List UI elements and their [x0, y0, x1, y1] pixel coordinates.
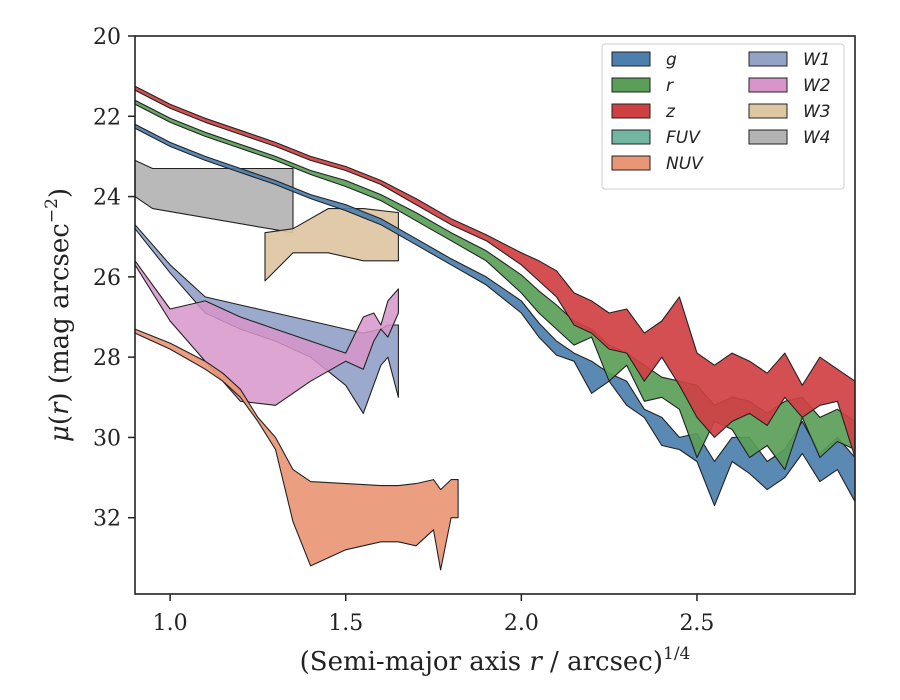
ticks-layer: 1.0 1.5 2.0 2.5 20 22 24 26 28 30 32	[93, 25, 714, 636]
y-tick-label: 24	[93, 186, 121, 211]
x-tick-label: 2.0	[504, 611, 539, 636]
legend-label-w3: W3	[803, 102, 831, 122]
x-axis-label: (Semi-major axis r / arcsec)1/4	[300, 644, 691, 677]
legend-swatch-r	[611, 77, 651, 93]
x-tick-label: 1.5	[328, 611, 363, 636]
legend-label-w2: W2	[803, 76, 831, 96]
band-w3	[264, 208, 399, 282]
legend-swatch-z	[611, 103, 651, 119]
legend-label-r: r	[666, 76, 674, 96]
legend-swatch-w3	[748, 103, 788, 119]
x-tick-label: 2.5	[679, 611, 714, 636]
band-nuv	[134, 328, 459, 571]
band-w2	[134, 260, 399, 406]
legend: grz FUV NUV W1 W2 W3 W4	[601, 43, 845, 190]
legend-swatch-g	[611, 51, 651, 67]
legend-swatch-w1	[748, 51, 788, 67]
legend-swatch-fuv	[611, 129, 651, 145]
y-tick-label: 30	[93, 426, 121, 451]
plot-frame	[134, 35, 856, 595]
y-tick-label: 22	[93, 105, 121, 130]
legend-label-w1: W1	[803, 50, 831, 70]
y-tick-label: 20	[93, 25, 121, 50]
legend-label-w4: W4	[803, 128, 831, 148]
x-tick-label: 1.0	[153, 611, 188, 636]
legend-label-fuv: FUV	[666, 128, 701, 148]
legend-swatch-w2	[748, 77, 788, 93]
legend-label-z: z	[665, 102, 676, 122]
y-tick-label: 26	[93, 266, 121, 291]
legend-label-nuv: NUV	[666, 154, 704, 174]
legend-swatch-nuv	[611, 155, 651, 171]
legend-label-g: g	[666, 50, 677, 70]
legend-swatch-w4	[748, 129, 788, 145]
y-tick-label: 32	[93, 507, 121, 532]
y-tick-label: 28	[93, 346, 121, 371]
y-axis-label: μ(r) (mag arcsec−2)	[42, 188, 75, 442]
